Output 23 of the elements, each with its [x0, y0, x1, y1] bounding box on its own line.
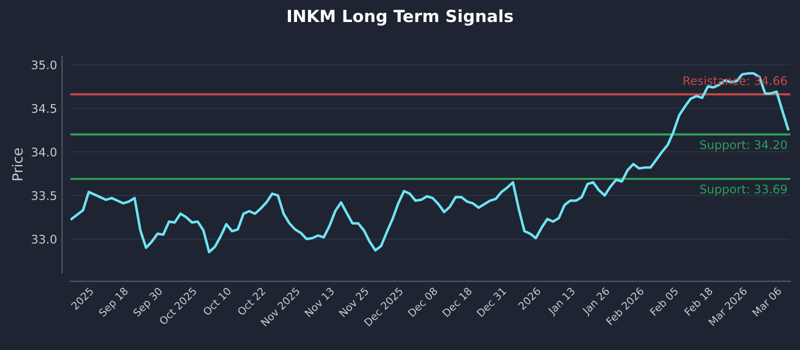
y-tick-label: 34.5 — [32, 104, 56, 113]
ref-line-label: Support: 34.20 — [700, 140, 787, 152]
line-series — [70, 72, 790, 254]
x-tick-label: Oct 22 — [236, 287, 266, 316]
y-axis-title: Price — [12, 148, 23, 180]
y-tick-label: 34.0 — [32, 148, 56, 157]
chart-title: INKM Long Term Signals — [288, 9, 513, 26]
x-tick-label: Sep 18 — [98, 286, 130, 318]
x-tick-label: Mar 06 — [752, 286, 782, 317]
y-tick-label: 33.0 — [32, 234, 56, 244]
x-tick-label: Feb 05 — [649, 286, 679, 316]
x-tick-label: Feb 18 — [684, 286, 714, 316]
x-tick-label: Jan 13 — [546, 286, 577, 317]
x-tick-label: Nov 13 — [304, 286, 335, 318]
y-tick-label: 35.0 — [32, 60, 56, 70]
x-tick-label: Nov 25 — [338, 286, 369, 318]
y-tick-label: 33.5 — [32, 191, 56, 200]
ref-line-label: Support: 33.69 — [700, 184, 787, 196]
x-tick-label: Dec 08 — [408, 286, 438, 318]
x-tick-label: Dec 18 — [442, 286, 472, 318]
x-tick-label: Oct 10 — [202, 286, 232, 316]
x-tick-label: Dec 31 — [476, 287, 507, 318]
x-tick-label: Jan 26 — [581, 286, 612, 317]
